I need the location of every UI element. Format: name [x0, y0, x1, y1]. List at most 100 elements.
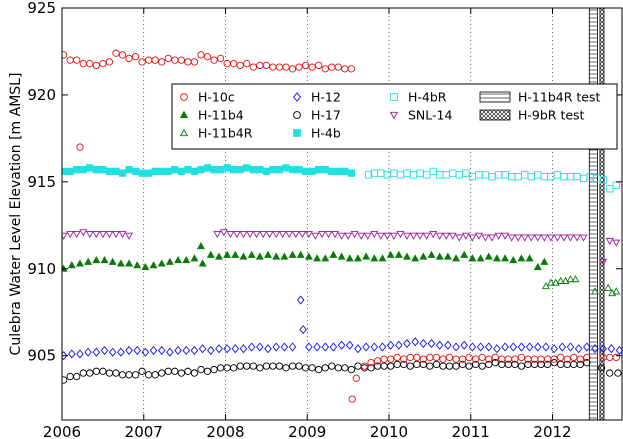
point-h-12-45 — [435, 340, 444, 350]
point-h-17-21 — [197, 365, 205, 374]
point-h-11b4-41 — [394, 250, 403, 258]
point-h-4b-6 — [99, 166, 107, 174]
point-h-4b-27 — [236, 166, 244, 174]
point-h-11b4-4 — [92, 255, 101, 264]
point-h-11b4-21 — [231, 250, 240, 258]
point-snl-14-32 — [350, 230, 359, 239]
point-h-10c-late-36 — [612, 353, 620, 362]
point-h-10c-late-23 — [517, 353, 526, 362]
point-h-10c-38 — [308, 63, 316, 71]
point-h-11b4-54 — [501, 254, 510, 262]
point-h-4br-18 — [481, 171, 490, 179]
point-snl-14-18 — [259, 230, 268, 239]
point-h-11b4-38 — [370, 254, 379, 262]
legend-label-h-10c: H-10c — [198, 90, 235, 105]
point-h-17-26 — [230, 364, 238, 372]
legend-item-h-11b4r: H-11b4R — [179, 126, 253, 141]
point-snl-14-4 — [85, 230, 94, 239]
point-snl-14-54 — [494, 232, 503, 240]
point-h-17-25 — [223, 364, 231, 372]
point-h-17-76 — [557, 360, 565, 369]
point-h-17-28 — [243, 362, 251, 370]
point-h-12-22 — [239, 344, 248, 354]
point-h-17-52 — [400, 360, 408, 369]
point-h-4br-14 — [455, 171, 463, 179]
point-snl-14-23 — [291, 230, 300, 239]
point-snl-14-56 — [507, 234, 516, 242]
point-h-4b-13 — [145, 169, 153, 177]
point-h-4br-21 — [501, 171, 509, 179]
axes-ticks: 2006 2007 2008 2009 2010 2011 2012 905 910 915 920… — [27, 0, 622, 439]
point-outlier-2 — [360, 362, 369, 370]
point-h-10c-2 — [73, 56, 81, 64]
point-h-12-30 — [313, 342, 321, 352]
point-h-10c-42 — [334, 63, 342, 71]
point-h-11b4-6 — [108, 257, 117, 265]
point-h-4b-10 — [125, 166, 133, 174]
point-h-11b4r-0 — [542, 282, 550, 290]
point-h-12-16 — [190, 345, 199, 356]
legend-marker-h-4b — [293, 129, 301, 137]
point-h-4b-36 — [295, 166, 303, 174]
point-h-4br-19 — [488, 172, 496, 181]
point-h-12-54 — [509, 342, 518, 352]
point-h-17-60 — [452, 362, 460, 370]
legend-label-h-11b4r: H-11b4R — [198, 126, 253, 141]
point-h-4br-33 — [579, 174, 588, 183]
legend-item-h-10c: H-10c — [180, 90, 235, 105]
legend-label-snl-14: SNL-14 — [408, 108, 452, 123]
point-h-4b-14 — [151, 167, 159, 176]
point-h-17-15 — [158, 369, 166, 377]
point-snl-14-40 — [403, 232, 411, 240]
point-h-4br-38 — [612, 181, 620, 189]
point-h-11b4-26 — [272, 252, 281, 260]
point-snl-14-44 — [429, 230, 438, 239]
point-h-12-58 — [542, 342, 550, 352]
y-axis-label: Culebra Water Level Elevation [m AMSL] — [8, 73, 24, 356]
point-h-11b4-55 — [509, 255, 518, 264]
point-snl-14-38 — [389, 232, 398, 240]
point-h-12-41 — [403, 338, 411, 349]
point-h-4b-33 — [275, 166, 284, 174]
point-h-12-69 — [299, 325, 307, 335]
point-h-17-13 — [145, 371, 153, 379]
data-points — [62, 49, 623, 403]
point-h-11b4r-2 — [551, 278, 560, 286]
legend-label-h-12: H-12 — [311, 90, 341, 105]
point-h-12-34 — [345, 340, 354, 350]
point-h-17-27 — [236, 362, 244, 370]
point-h-11b4-33 — [329, 250, 338, 258]
point-h-17-20 — [190, 369, 199, 377]
point-h-11b4-42 — [403, 252, 411, 260]
point-h-10c-31 — [262, 61, 271, 70]
point-h-10c-late-22 — [511, 355, 519, 363]
point-h-11b4-39 — [378, 254, 387, 262]
point-h-10c-9 — [118, 51, 127, 59]
point-h-4br-13 — [449, 169, 457, 177]
point-h-10c-late-11 — [439, 355, 447, 363]
legend-marker-h-10c — [180, 93, 188, 101]
point-h-12-25 — [264, 344, 272, 354]
point-h-11b4-7 — [116, 259, 125, 267]
point-h-10c-late-33 — [583, 353, 591, 362]
point-h-17-16 — [164, 367, 172, 375]
point-h-12-32 — [329, 342, 338, 352]
point-h-11b4-46 — [435, 252, 444, 260]
point-h-10c-18 — [177, 56, 186, 64]
point-h-4br-7 — [409, 171, 418, 179]
point-h-17-61 — [458, 360, 467, 369]
point-h-10c-28 — [243, 59, 251, 68]
point-h-10c-12 — [138, 58, 146, 66]
point-h-12-18 — [207, 345, 215, 356]
point-h-10c-late-16 — [472, 355, 480, 363]
point-h-11b4-32 — [321, 254, 330, 262]
x-tick-label-2006: 2006 — [43, 423, 81, 439]
point-h-12-52 — [493, 344, 501, 354]
point-h-12-2 — [76, 349, 84, 359]
point-h-12-37 — [370, 342, 379, 352]
point-snl-14-24 — [298, 230, 307, 239]
point-h-17-30 — [256, 364, 264, 372]
point-h-17-47 — [367, 364, 375, 372]
point-h-4br-36 — [599, 176, 607, 184]
